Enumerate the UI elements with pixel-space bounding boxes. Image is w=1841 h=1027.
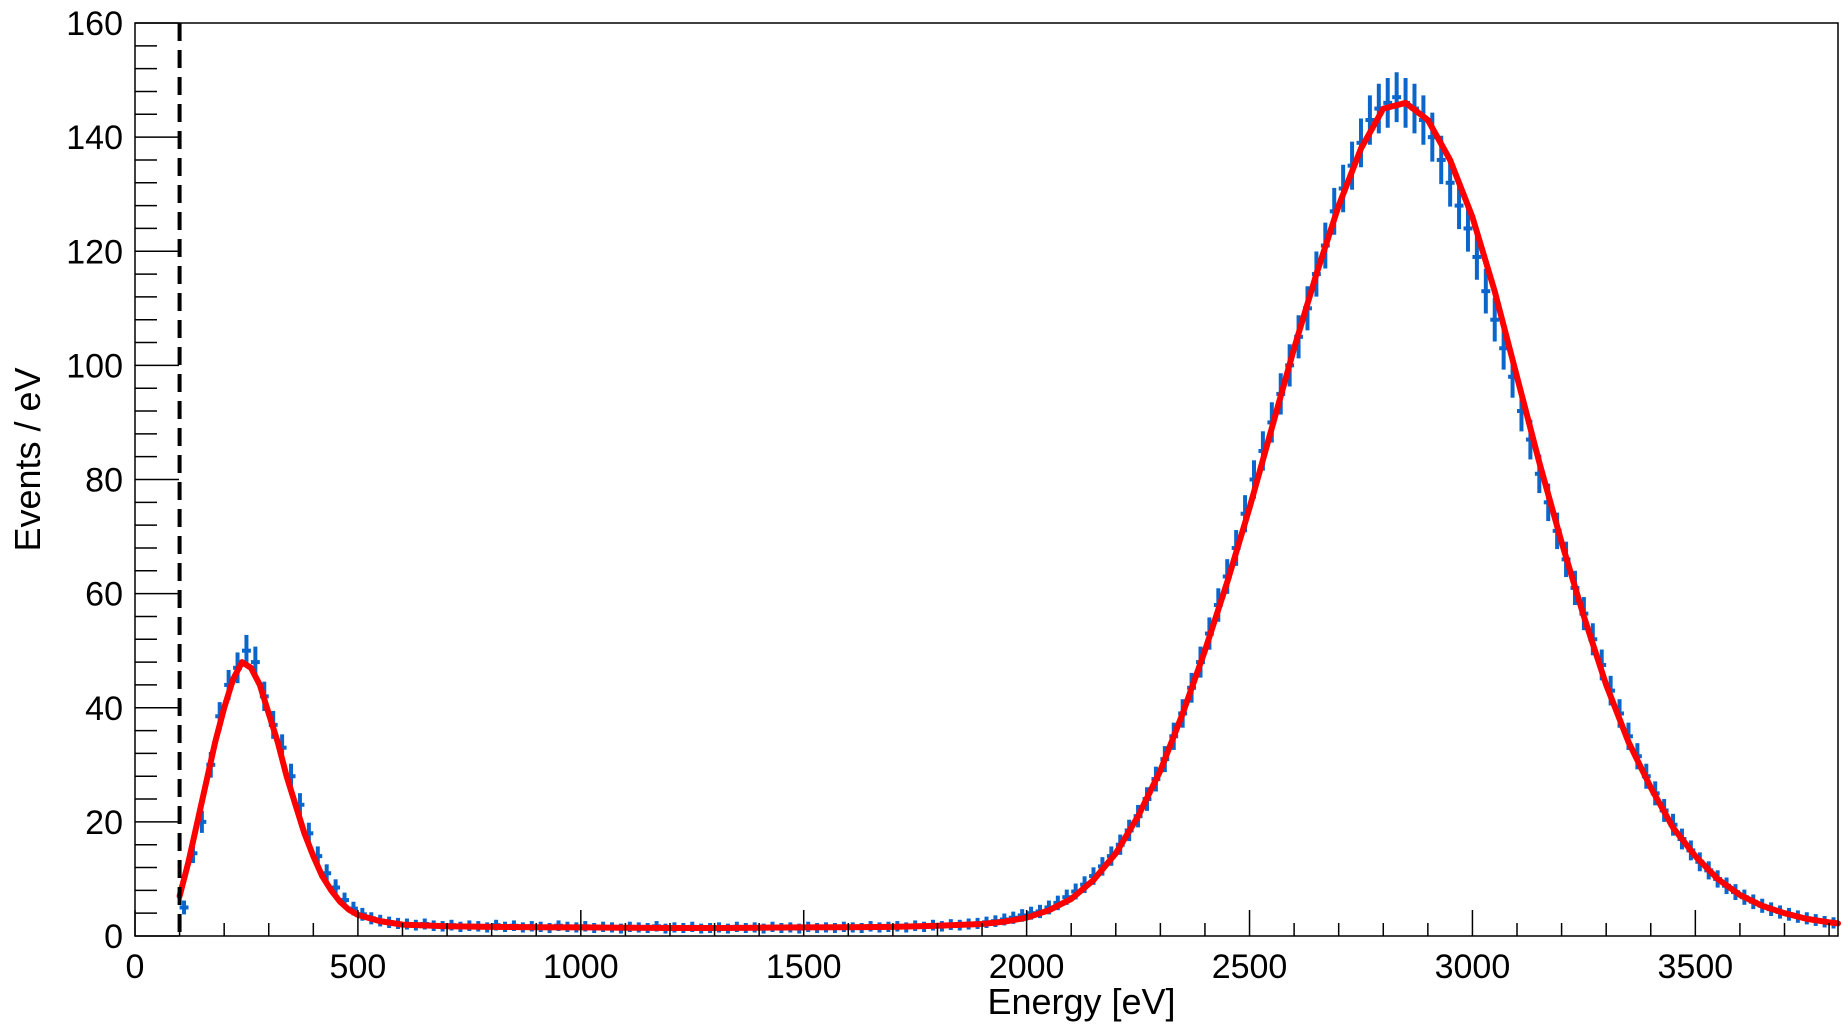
x-tick-label: 2000 xyxy=(989,948,1065,986)
y-tick-label: 0 xyxy=(104,918,123,956)
x-tick-label: 1000 xyxy=(543,948,619,986)
y-tick-label: 160 xyxy=(66,5,123,43)
y-axis-title: Events / eV xyxy=(7,367,48,551)
x-axis-title: Energy [eV] xyxy=(987,981,1175,1022)
y-tick-label: 40 xyxy=(85,690,123,728)
x-tick-label: 1500 xyxy=(766,948,842,986)
y-tick-label: 20 xyxy=(85,804,123,842)
data-point xyxy=(1392,72,1402,123)
x-tick-label: 0 xyxy=(126,948,145,986)
x-tick-label: 3500 xyxy=(1658,948,1734,986)
data-point xyxy=(241,634,251,667)
data-point xyxy=(1481,268,1491,314)
x-tick-label: 3000 xyxy=(1435,948,1511,986)
axes-layer: 0 20 40 60 80 100 120 140 160 0 500 1000 1500 2000 250… xyxy=(66,5,1839,986)
y-tick-label: 80 xyxy=(85,462,123,500)
data-point xyxy=(1490,297,1500,342)
x-tick-label: 500 xyxy=(330,948,387,986)
data-point xyxy=(179,900,189,915)
y-tick-label: 60 xyxy=(85,576,123,614)
data-point xyxy=(1383,77,1393,128)
y-tick-label: 100 xyxy=(66,347,123,385)
x-tick-label: 2500 xyxy=(1212,948,1288,986)
y-tick-label: 120 xyxy=(66,233,123,271)
y-tick-label: 140 xyxy=(66,119,123,157)
